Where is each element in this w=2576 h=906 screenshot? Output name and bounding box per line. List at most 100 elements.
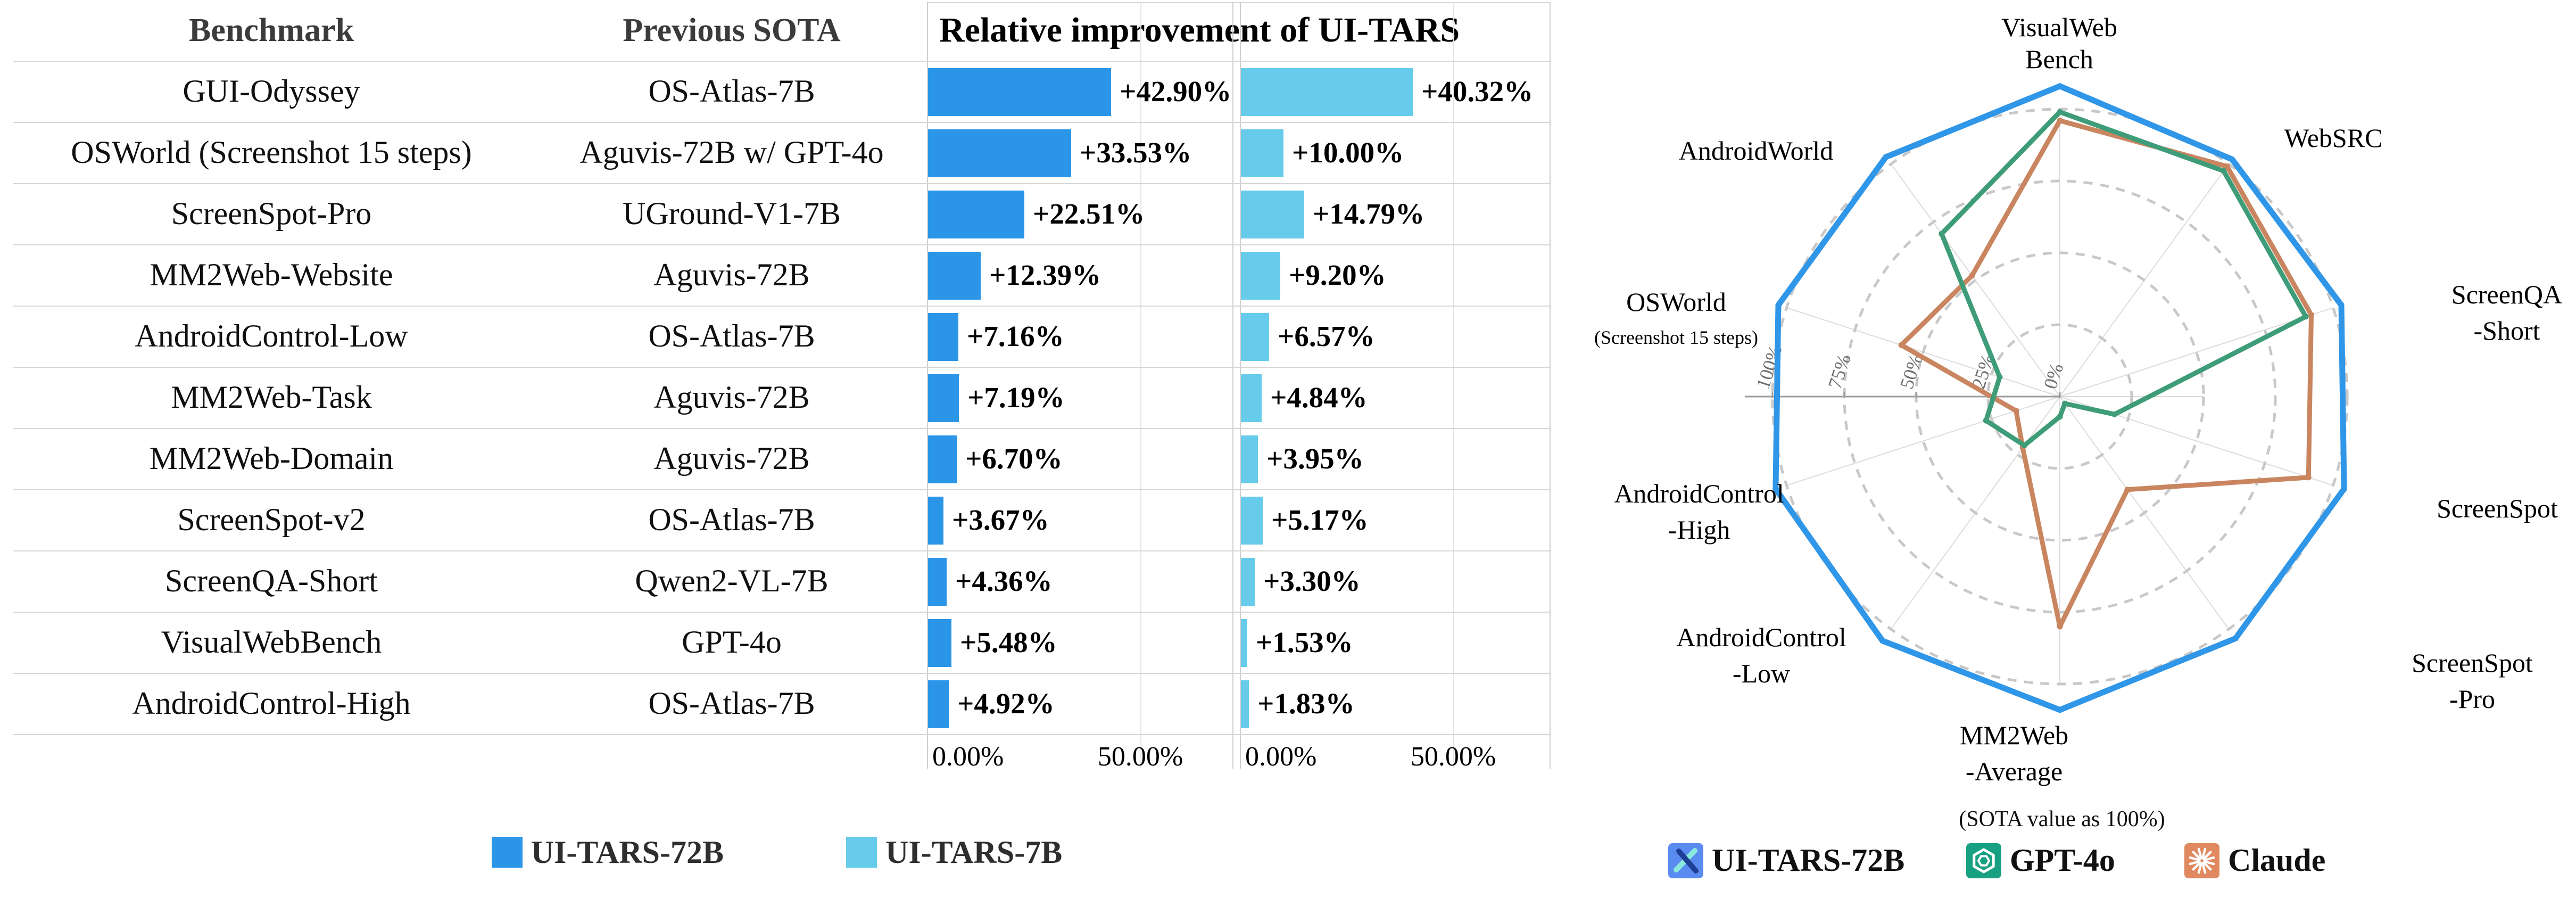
radar-series-marker: [1997, 374, 2003, 380]
radar-axis-label: ScreenQA: [2451, 279, 2562, 309]
benchmark-name: MM2Web-Domain: [149, 441, 394, 476]
previous-sota-name: OS-Atlas-7B: [648, 73, 815, 109]
row-separator-line: [13, 367, 1551, 368]
uitars-7b-bar-cell: +3.30%: [1240, 550, 1547, 612]
row-separator-line: [13, 489, 1551, 490]
radar-series-marker: [1883, 154, 1889, 160]
uitars-7b-bar: [1241, 313, 1269, 361]
radar-series-marker: [2224, 163, 2230, 169]
previous-sota-name: OS-Atlas-7B: [648, 686, 815, 721]
radar-legend-label: UI-TARS-72B: [1712, 843, 1904, 878]
row-separator-line: [13, 550, 1551, 551]
benchmark-name: ScreenSpot-Pro: [171, 196, 372, 231]
radial-tick-label: 100%: [1752, 342, 1786, 391]
uitars-72b-bar-cell: +33.53%: [927, 122, 1232, 183]
radial-tick-label: 0%: [2040, 360, 2068, 391]
uitars-7b-bar: [1241, 68, 1413, 116]
radar-series-marker: [2111, 411, 2118, 417]
radar-series-marker: [1772, 486, 1779, 492]
uitars-72b-bar-value: +7.16%: [967, 320, 1064, 352]
radar-legend-label: Claude: [2228, 843, 2325, 878]
uitars-72b-bar-cell: +6.70%: [927, 428, 1232, 489]
uitars-7b-bar-cell: +5.17%: [1240, 489, 1547, 550]
uitars-72b-bar-cell: +12.39%: [927, 244, 1232, 306]
previous-sota-name: Aguvis-72B: [653, 441, 810, 476]
uitars-7b-bar-cell: +3.95%: [1240, 428, 1547, 489]
radar-caption: (SOTA value as 100%): [1959, 807, 2165, 831]
radar-axis-label: ScreenSpot: [2437, 493, 2558, 523]
table-row: AndroidControl-Low OS-Atlas-7B +7.16% +6.57…: [0, 306, 1554, 367]
radar-legend-item: UI-TARS-72B: [1668, 843, 1904, 878]
radar-series-marker: [2062, 400, 2068, 407]
benchmark-name: MM2Web-Task: [171, 380, 372, 415]
radar-series-marker: [2057, 623, 2063, 630]
radar-axis-label: MM2Web: [1960, 720, 2068, 750]
claude-logo-ray: [2197, 862, 2202, 874]
uitars-72b-bar: [928, 374, 959, 422]
uitars-7b-bar-cell: +9.20%: [1240, 244, 1547, 306]
radar-spoke: [2059, 307, 2333, 397]
x-axis-tick-label: 0.00%: [932, 742, 1004, 772]
uitars-72b-bar-value: +22.51%: [1033, 197, 1145, 230]
legend-item: UI-TARS-7B: [846, 834, 1062, 871]
previous-sota-name: UGround-V1-7B: [623, 196, 841, 231]
benchmark-name: MM2Web-Website: [150, 257, 393, 292]
uitars-72b-bar-cell: +42.90%: [927, 61, 1232, 122]
column-header-relative-improvement: Relative improvement of UI-TARS: [939, 11, 1460, 50]
uitars-7b-bar-value: +3.95%: [1266, 442, 1364, 475]
table-row: GUI-Odyssey OS-Atlas-7B +42.90% +40.32%: [0, 61, 1554, 122]
radar-series-marker: [1898, 342, 1904, 348]
uitars-72b-bar-value: +5.48%: [960, 626, 1057, 658]
radar-series-marker: [2124, 487, 2131, 493]
table-row: ScreenSpot-Pro UGround-V1-7B +22.51% +14.79…: [0, 183, 1554, 244]
radar-axis-label: -Average: [1966, 756, 2063, 786]
radar-series-marker: [2057, 414, 2063, 420]
ui-tars-logo-stroke: [1676, 849, 1699, 874]
radar-series-marker: [2057, 109, 2063, 115]
uitars-7b-bar-cell: +4.84%: [1240, 367, 1547, 428]
radar-series-marker: [1879, 638, 1886, 644]
uitars-7b-bar-cell: +10.00%: [1240, 122, 1547, 183]
radar-axis-label: AndroidWorld: [1679, 136, 1833, 166]
uitars-72b-bar: [928, 129, 1071, 177]
uitars-7b-bar: [1241, 129, 1283, 177]
radial-tick-label: 75%: [1824, 351, 1855, 391]
radar-series-marker: [2021, 442, 2027, 449]
radar-gridline-ring: [1986, 323, 2133, 470]
benchmark-name: VisualWebBench: [161, 624, 382, 660]
radar-series-marker: [2338, 302, 2345, 308]
radar-series-marker: [1983, 417, 1989, 424]
radar-axis-label: AndroidControl: [1676, 622, 1846, 652]
claude-logo-ray: [2189, 856, 2201, 861]
claude-logo-ray: [2189, 860, 2201, 866]
claude-logo-ray: [2202, 861, 2212, 871]
panel1-right-border: [1232, 2, 1233, 769]
previous-sota-name: Aguvis-72B: [653, 257, 810, 292]
legend-swatch: [491, 837, 523, 868]
previous-sota-name: OS-Atlas-7B: [648, 502, 815, 537]
uitars-7b-bar: [1241, 435, 1258, 483]
radar-spoke: [1890, 163, 2060, 397]
uitars-7b-bar-cell: +1.83%: [1240, 673, 1547, 734]
uitars-72b-bar-cell: +4.36%: [927, 550, 1232, 612]
row-separator-line: [13, 183, 1551, 184]
uitars-72b-bar-value: +4.92%: [957, 687, 1055, 720]
x-axis-tick-label: 50.00%: [1097, 742, 1183, 772]
legend-label: UI-TARS-7B: [885, 834, 1063, 870]
claude-logo-ray: [2201, 862, 2207, 874]
uitars-72b-bar-cell: +7.16%: [927, 306, 1232, 367]
uitars-72b-bar-cell: +22.51%: [927, 183, 1232, 244]
radar-series-marker: [2229, 156, 2235, 162]
panel2-left-border: [1240, 2, 1241, 769]
row-separator-line: [13, 244, 1551, 245]
uitars-72b-bar-value: +6.70%: [965, 442, 1063, 475]
radar-axis-label: -Pro: [2449, 684, 2495, 714]
radar-axis-label: -High: [1668, 515, 1730, 545]
radar-series-gpt-4o: [1939, 109, 2308, 448]
uitars-72b-bar: [928, 680, 949, 728]
legend-label: UI-TARS-72B: [531, 834, 724, 870]
uitars-72b-bar-value: +33.53%: [1080, 136, 1192, 169]
uitars-7b-bar-value: +40.32%: [1421, 75, 1534, 108]
row-separator-line: [13, 734, 1551, 735]
uitars-7b-bar: [1241, 252, 1280, 300]
